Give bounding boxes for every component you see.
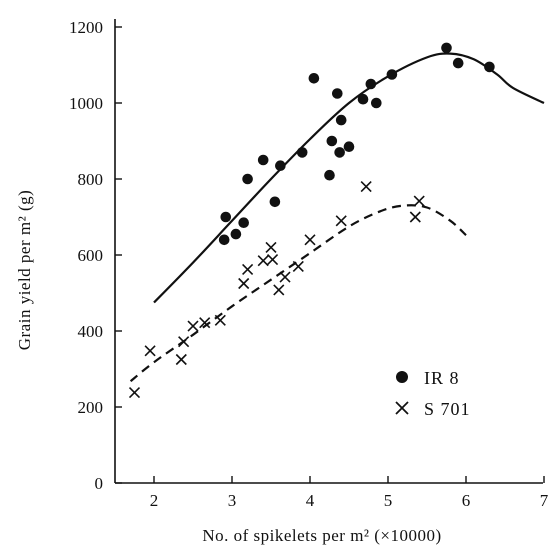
point-s701 bbox=[257, 255, 269, 267]
x-tick-label: 6 bbox=[462, 491, 471, 510]
point-ir8 bbox=[335, 114, 347, 126]
point-ir8 bbox=[238, 217, 249, 228]
point-s701 bbox=[292, 260, 304, 272]
point-s701 bbox=[409, 211, 421, 223]
point-s701 bbox=[238, 277, 250, 290]
point-s701-stroke bbox=[409, 211, 421, 223]
fit-curve-ir8 bbox=[153, 52, 545, 304]
point-s701-stroke bbox=[335, 215, 347, 227]
point-s701-stroke bbox=[178, 336, 190, 348]
point-s701 bbox=[214, 314, 226, 326]
fit-curve-s701 bbox=[129, 204, 467, 383]
point-s701-stroke bbox=[242, 263, 254, 276]
point-s701 bbox=[335, 215, 347, 227]
point-s701-stroke bbox=[257, 255, 269, 267]
y-tick-label: 200 bbox=[78, 398, 104, 417]
point-s701-stroke bbox=[360, 181, 372, 193]
point-s701-stroke bbox=[265, 241, 277, 253]
legend: IR 8 S 701 bbox=[395, 368, 471, 419]
point-ir8 bbox=[308, 73, 320, 84]
point-ir8 bbox=[332, 88, 343, 99]
point-s701 bbox=[413, 195, 425, 207]
point-ir8 bbox=[334, 147, 345, 158]
point-ir8 bbox=[365, 78, 377, 90]
point-ir8 bbox=[220, 211, 232, 223]
y-tick-label: 400 bbox=[78, 322, 104, 341]
point-ir8 bbox=[441, 42, 452, 54]
point-ir8 bbox=[386, 69, 398, 80]
point-ir8 bbox=[357, 93, 369, 105]
point-ir8 bbox=[343, 141, 355, 152]
x-tick-label: 5 bbox=[384, 491, 393, 510]
axes bbox=[114, 19, 543, 484]
point-s701-stroke bbox=[175, 353, 187, 366]
point-s701-stroke bbox=[273, 284, 285, 296]
point-s701 bbox=[128, 386, 141, 399]
x-axis-title: No. of spikelets per m² (×10000) bbox=[202, 526, 441, 545]
point-s701 bbox=[187, 320, 199, 332]
point-ir8 bbox=[242, 173, 253, 185]
point-s701-stroke bbox=[187, 320, 199, 332]
point-ir8 bbox=[324, 169, 335, 181]
point-ir8 bbox=[326, 135, 338, 147]
point-s701 bbox=[175, 353, 187, 366]
legend-marker-s701 bbox=[395, 401, 409, 415]
point-s701 bbox=[360, 181, 372, 193]
y-tick-label: 1000 bbox=[69, 94, 103, 113]
ticks: 2 3 4 5 6 7 0 200 400 600 800 1000 1200 bbox=[69, 18, 548, 510]
y-tick-label: 1200 bbox=[69, 18, 103, 37]
point-s701-stroke bbox=[144, 345, 156, 357]
point-ir8 bbox=[484, 61, 495, 73]
point-s701-stroke bbox=[199, 317, 211, 329]
y-tick-label: 600 bbox=[78, 246, 104, 265]
data-points bbox=[128, 42, 495, 399]
point-s701 bbox=[273, 284, 285, 296]
point-s701 bbox=[199, 317, 211, 329]
point-ir8 bbox=[218, 234, 230, 246]
point-s701-stroke bbox=[304, 234, 316, 246]
y-axis-title: Grain yield per m² (g) bbox=[15, 190, 34, 351]
point-ir8 bbox=[230, 228, 242, 240]
point-s701-stroke bbox=[238, 277, 250, 290]
y-tick-label: 0 bbox=[95, 474, 104, 493]
point-s701 bbox=[304, 234, 316, 246]
point-s701 bbox=[265, 241, 277, 253]
point-s701 bbox=[279, 271, 291, 283]
point-s701-stroke bbox=[214, 314, 226, 326]
x-tick-label: 3 bbox=[228, 491, 237, 510]
point-ir8 bbox=[452, 57, 464, 69]
point-s701-stroke bbox=[292, 260, 304, 272]
x-tick-label: 2 bbox=[150, 491, 159, 510]
point-s701-stroke bbox=[413, 195, 425, 207]
point-s701-stroke bbox=[266, 253, 279, 266]
point-ir8 bbox=[371, 97, 382, 109]
x-tick-label: 7 bbox=[540, 491, 548, 510]
point-ir8 bbox=[296, 147, 308, 158]
legend-marker-ir8 bbox=[396, 371, 408, 383]
point-ir8 bbox=[269, 196, 281, 208]
point-s701 bbox=[178, 336, 190, 348]
legend-label-ir8: IR 8 bbox=[424, 368, 460, 388]
point-ir8 bbox=[275, 160, 286, 171]
legend-label-s701: S 701 bbox=[424, 399, 471, 419]
point-s701-stroke bbox=[279, 271, 291, 283]
point-s701 bbox=[266, 253, 279, 266]
point-ir8 bbox=[257, 154, 269, 166]
point-s701 bbox=[144, 345, 156, 357]
point-s701-stroke bbox=[128, 386, 141, 399]
x-tick-label: 4 bbox=[306, 491, 315, 510]
y-tick-label: 800 bbox=[78, 170, 104, 189]
point-s701 bbox=[242, 263, 254, 276]
